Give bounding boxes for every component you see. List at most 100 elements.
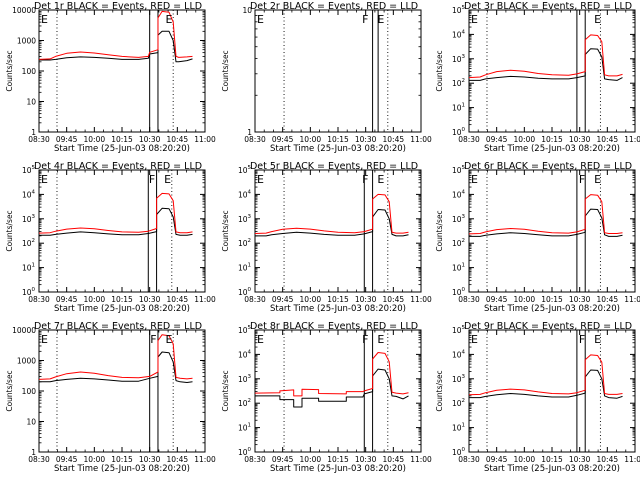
detector-panel: Det 5r BLACK = Events, RED = LLD 100 101 10… <box>221 161 432 314</box>
flag-label: E <box>594 173 601 186</box>
y-tick-label: 102 <box>238 238 251 248</box>
panel-title: Det 4r BLACK = Events, RED = LLD <box>34 161 202 172</box>
detector-panel: Det 7r BLACK = Events, RED = LLD 1 10 100 10… <box>5 321 216 474</box>
flag-label: E <box>257 13 264 26</box>
y-tick-label: 100 <box>22 387 37 396</box>
flag-label: F <box>579 333 585 346</box>
x-axis-label: Start Time (25-Jun-03 08:20:20) <box>270 464 406 474</box>
x-tick-label: 10:30 <box>139 455 161 464</box>
x-axis-label: Start Time (25-Jun-03 08:20:20) <box>270 144 406 154</box>
y-axis-label: Counts/sec <box>5 370 14 411</box>
y-tick-label: 105 <box>452 325 466 335</box>
y-tick-label: 101 <box>238 423 251 433</box>
y-tick-label: 103 <box>238 374 252 384</box>
y-tick-label: 10000 <box>12 6 36 15</box>
x-tick-label: 10:30 <box>569 295 591 304</box>
y-tick-label: 102 <box>452 78 465 88</box>
events-series-line <box>255 209 409 237</box>
x-tick-label: 08:30 <box>458 295 480 304</box>
x-tick-label: 11:00 <box>194 455 216 464</box>
detector-panel: Det 9r BLACK = Events, RED = LLD 100 101 10… <box>435 321 640 474</box>
y-tick-label: 100 <box>238 287 252 297</box>
x-tick-label: 10:30 <box>355 455 377 464</box>
panel-title: Det 3r BLACK = Events, RED = LLD <box>464 1 632 12</box>
events-series-line <box>39 207 193 236</box>
x-tick-label: 10:15 <box>327 135 349 144</box>
y-tick-label: 105 <box>22 165 36 175</box>
y-tick-label: 101 <box>452 103 465 113</box>
y-axis-label: Counts/sec <box>435 210 444 251</box>
y-tick-label: 103 <box>452 54 466 64</box>
events-series-line <box>255 368 409 408</box>
x-tick-label: 10:45 <box>383 135 405 144</box>
flag-label: E <box>594 333 601 346</box>
x-tick-label: 10:00 <box>84 295 106 304</box>
x-tick-label: 11:00 <box>194 295 216 304</box>
flag-label: E <box>471 173 478 186</box>
x-tick-label: 10:30 <box>139 295 161 304</box>
lld-series-line <box>254 352 409 397</box>
x-tick-label: 10:00 <box>514 455 536 464</box>
x-tick-label: 08:30 <box>28 295 50 304</box>
flag-label: E <box>166 13 173 26</box>
y-tick-label: 1000 <box>17 37 36 46</box>
y-tick-label: 103 <box>238 214 252 224</box>
y-tick-label: 105 <box>238 325 252 335</box>
y-tick-label: 104 <box>238 349 252 359</box>
y-tick-label: 104 <box>452 29 466 39</box>
events-series-line <box>469 369 623 399</box>
y-tick-label: 100 <box>238 447 252 457</box>
y-tick-label: 102 <box>22 238 35 248</box>
flag-label: F <box>149 173 155 186</box>
panel-title: Det 2r BLACK = Events, RED = LLD <box>250 1 418 12</box>
plot-frame <box>38 9 206 133</box>
y-axis-label: Counts/sec <box>221 370 230 411</box>
x-tick-label: 10:15 <box>327 455 349 464</box>
x-axis-label: Start Time (25-Jun-03 08:20:20) <box>54 144 190 154</box>
x-tick-label: 08:30 <box>244 295 266 304</box>
x-tick-label: 08:30 <box>244 135 266 144</box>
x-tick-label: 11:00 <box>624 135 640 144</box>
y-tick-label: 102 <box>452 238 465 248</box>
x-tick-label: 10:45 <box>383 455 405 464</box>
y-tick-label: 1 <box>31 128 36 137</box>
flag-label: E <box>257 173 264 186</box>
panel-title: Det 9r BLACK = Events, RED = LLD <box>464 321 632 332</box>
detector-panel: Det 8r BLACK = Events, RED = LLD 100 101 10… <box>221 321 432 474</box>
y-tick-label: 101 <box>452 423 465 433</box>
x-tick-label: 10:30 <box>139 135 161 144</box>
x-tick-label: 10:00 <box>300 135 322 144</box>
plot-frame <box>254 169 422 293</box>
panel-title: Det 1r BLACK = Events, RED = LLD <box>34 1 202 12</box>
y-tick-label: 100 <box>452 447 466 457</box>
x-tick-label: 09:45 <box>486 135 508 144</box>
x-tick-label: 11:00 <box>194 135 216 144</box>
flag-label: E <box>471 333 478 346</box>
flag-label: E <box>41 333 48 346</box>
y-tick-label: 102 <box>238 398 251 408</box>
flag-label: E <box>257 333 264 346</box>
x-tick-label: 09:45 <box>272 295 294 304</box>
panel-title: Det 6r BLACK = Events, RED = LLD <box>464 161 632 172</box>
x-axis-label: Start Time (25-Jun-03 08:20:20) <box>484 304 620 314</box>
x-tick-label: 09:45 <box>272 455 294 464</box>
y-tick-label: 10 <box>242 6 252 15</box>
x-tick-label: 11:00 <box>624 455 640 464</box>
x-tick-label: 10:15 <box>541 295 563 304</box>
x-axis-label: Start Time (25-Jun-03 08:20:20) <box>54 464 190 474</box>
events-series-line <box>469 208 623 237</box>
flag-label: F <box>150 333 156 346</box>
y-tick-label: 103 <box>452 214 466 224</box>
flag-label: E <box>377 173 384 186</box>
x-tick-label: 10:15 <box>111 455 133 464</box>
y-tick-label: 10 <box>26 98 36 107</box>
x-tick-label: 09:45 <box>56 455 78 464</box>
plot-frame <box>254 9 422 133</box>
y-tick-label: 101 <box>238 263 251 273</box>
x-tick-label: 10:15 <box>541 455 563 464</box>
y-tick-label: 1000 <box>17 357 36 366</box>
x-axis-label: Start Time (25-Jun-03 08:20:20) <box>484 464 620 474</box>
y-tick-label: 104 <box>238 189 252 199</box>
x-tick-label: 11:00 <box>624 295 640 304</box>
flag-label: E <box>377 13 384 26</box>
